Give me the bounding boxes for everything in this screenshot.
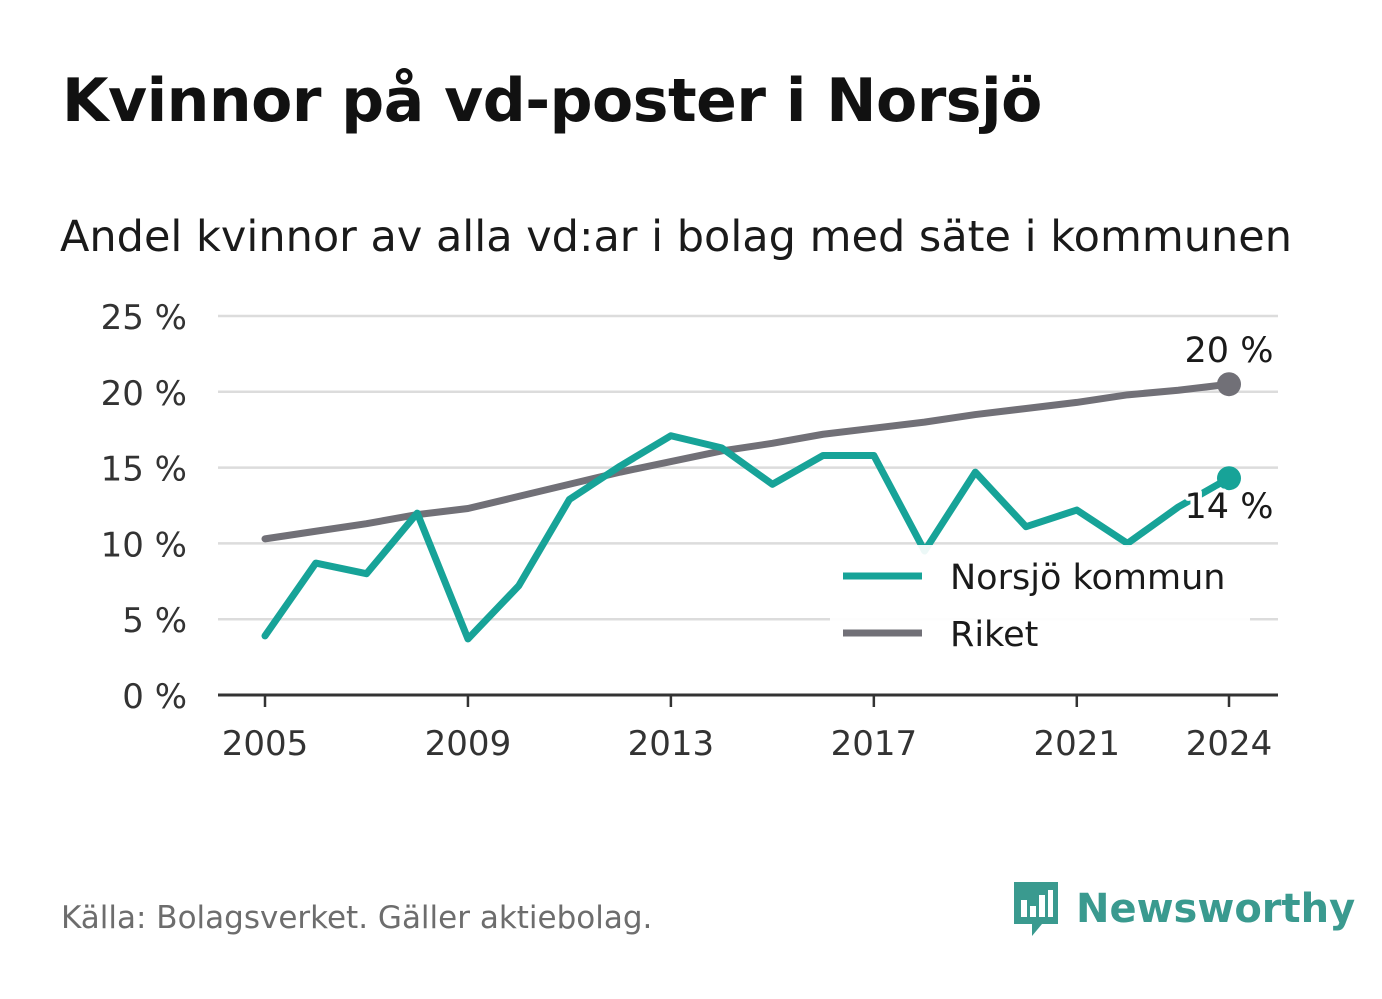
chart-title: Kvinnor på vd-poster i Norsjö <box>62 66 1042 136</box>
x-tick-label: 2017 <box>831 724 918 764</box>
legend-label-riket: Riket <box>950 615 1038 655</box>
end-point-riket <box>1217 372 1241 397</box>
series-line-riket <box>261 380 1233 543</box>
x-tick-label: 2009 <box>425 724 512 764</box>
y-tick-label: 20 % <box>101 374 187 414</box>
source-note: Källa: Bolagsverket. Gäller aktiebolag. <box>61 900 653 936</box>
x-tick-label: 2005 <box>222 724 309 764</box>
brand-logo-group: Newsworthy <box>1010 878 1355 940</box>
y-tick-label: 10 % <box>101 525 187 565</box>
end-value-label-norsjo: 14 % <box>1185 487 1274 527</box>
newsworthy-logo-icon <box>1014 882 1058 936</box>
legend-label-norsjo: Norsjö kommun <box>950 558 1225 598</box>
end-point-norsjo <box>1217 466 1241 491</box>
y-tick-label: 5 % <box>122 601 187 641</box>
end-value-label-riket: 20 % <box>1185 331 1274 371</box>
y-tick-label: 0 % <box>122 677 187 717</box>
y-tick-label: 25 % <box>101 298 187 338</box>
chart-subtitle: Andel kvinnor av alla vd:ar i bolag med … <box>60 212 1292 262</box>
brand-name: Newsworthy <box>1076 886 1356 932</box>
legend-background <box>830 545 1250 663</box>
y-tick-label: 15 % <box>101 450 187 490</box>
series-line-norsjo <box>261 432 1233 643</box>
x-tick-label: 2024 <box>1186 724 1273 764</box>
x-tick-label: 2021 <box>1034 724 1121 764</box>
x-tick-label: 2013 <box>628 724 715 764</box>
